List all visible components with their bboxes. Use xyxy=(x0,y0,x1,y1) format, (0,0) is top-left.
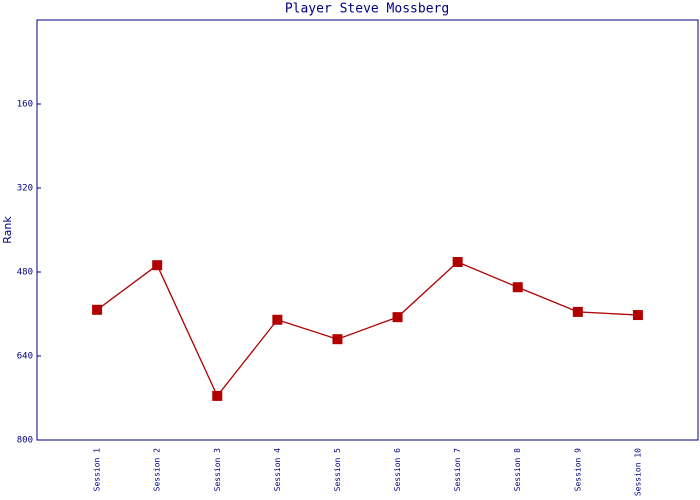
point-marker xyxy=(392,312,403,323)
point-marker xyxy=(152,260,163,271)
plot-frame xyxy=(36,19,699,441)
point-marker xyxy=(632,310,643,321)
x-tick-label: Session 5 xyxy=(333,448,342,492)
x-tick-label: Session 8 xyxy=(513,448,522,492)
y-tick-label: 480 xyxy=(17,268,33,278)
x-tick-label: Session 1 xyxy=(93,448,102,492)
y-tick-label: 160 xyxy=(17,100,33,110)
x-tick-label: Session 10 xyxy=(633,448,642,496)
y-axis-label: Rank xyxy=(1,216,14,244)
x-tick-label: Session 7 xyxy=(453,448,462,492)
x-tick-label: Session 6 xyxy=(393,448,402,492)
point-marker xyxy=(212,390,223,401)
x-tick-label: Session 2 xyxy=(153,448,162,492)
x-tick-label: Session 4 xyxy=(273,448,282,492)
y-tick-label: 800 xyxy=(17,436,33,446)
chart-title: Player Steve Mossberg xyxy=(285,2,449,17)
x-tick-label: Session 3 xyxy=(213,448,222,492)
y-tick-label: 320 xyxy=(17,184,33,194)
point-marker xyxy=(272,314,283,325)
point-marker xyxy=(92,304,103,315)
x-tick-label: Session 9 xyxy=(573,448,582,492)
point-marker xyxy=(512,282,523,293)
point-marker xyxy=(572,306,583,317)
series-line xyxy=(96,261,638,398)
y-tick-label: 640 xyxy=(17,352,33,362)
point-marker xyxy=(332,334,343,345)
point-marker xyxy=(452,257,463,268)
